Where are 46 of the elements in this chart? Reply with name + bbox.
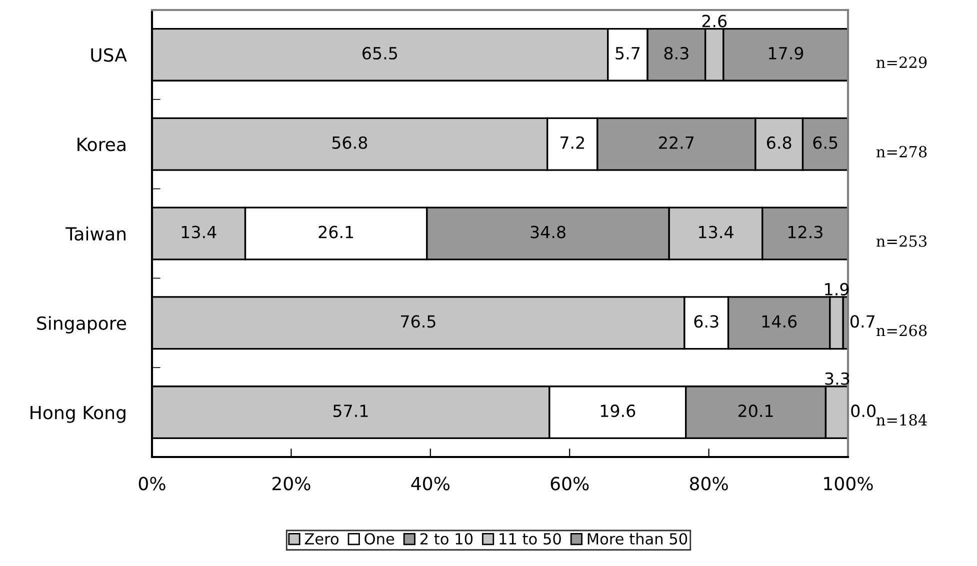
y-tick-label: USA <box>91 48 127 62</box>
data-label: 6.8 <box>767 136 792 149</box>
data-label: 2.6 <box>702 14 727 28</box>
x-tick-label: 0% <box>138 476 166 490</box>
y-tick-label: Korea <box>78 138 126 152</box>
text: n=253 <box>876 235 927 247</box>
data-label: 56.8 <box>332 136 368 149</box>
data-label: 17.9 <box>768 46 804 60</box>
y-tick-label: Singapore <box>37 316 126 334</box>
data-label: 0.0 <box>851 404 876 418</box>
data-label: 65.5 <box>362 46 398 60</box>
data-label: 6.3 <box>694 315 718 328</box>
data-label: 34.8 <box>530 226 566 238</box>
legend-label: 11 to 50 <box>500 533 561 545</box>
data-label: 76.5 <box>401 315 436 328</box>
data-label: 12.3 <box>788 226 822 238</box>
data-label: 13.4 <box>699 226 734 238</box>
data-label: 3.3 <box>825 372 850 385</box>
data-label: 7.2 <box>560 136 584 149</box>
legend-label: One <box>364 533 394 545</box>
data-label: 20.1 <box>738 404 773 418</box>
data-label: 5.7 <box>616 47 640 60</box>
data-label: 14.6 <box>762 315 797 328</box>
data-label: 13.4 <box>182 226 216 238</box>
y-tick-label: Hong Kong <box>30 406 126 423</box>
legend-label: More than 50 <box>588 532 688 545</box>
data-label: 6.5 <box>813 136 838 149</box>
text: n=278 <box>876 146 927 158</box>
data-label: 0.7 <box>850 315 874 328</box>
text: n=268 <box>876 324 927 336</box>
y-tick-label: Taiwan <box>66 226 126 241</box>
x-tick-label: 80% <box>690 476 728 490</box>
data-label: 8.3 <box>664 46 688 60</box>
legend-label: Zero <box>304 533 338 545</box>
data-label: 26.1 <box>318 226 354 238</box>
x-tick-label: 100% <box>824 476 873 490</box>
x-tick-label: 40% <box>411 476 450 490</box>
legend-label: 2 to 10 <box>420 533 473 545</box>
x-tick-label: 20% <box>272 476 310 490</box>
text: n=184 <box>876 414 927 426</box>
data-label: 1.9 <box>825 282 849 296</box>
data-label: 22.7 <box>659 136 694 149</box>
data-label: 57.1 <box>333 404 368 418</box>
text: n=229 <box>876 56 927 68</box>
x-tick-label: 60% <box>550 476 589 490</box>
data-label: 19.6 <box>600 404 636 418</box>
